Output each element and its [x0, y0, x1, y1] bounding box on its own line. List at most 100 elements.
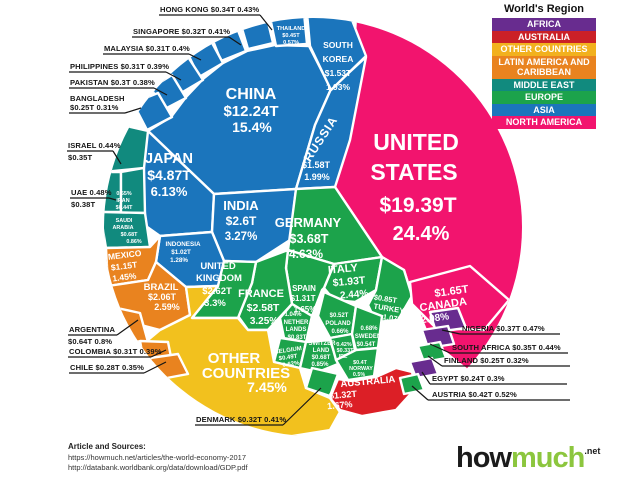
us-label: UNITED	[373, 129, 459, 155]
turkey-pct: 1.07%	[382, 312, 405, 324]
netherlands-label: LANDS	[286, 327, 307, 333]
callout-nigeria: NIGERIA $0.37T 0.47%	[462, 324, 545, 333]
callout-nigeria-leader	[441, 329, 461, 335]
india-value: $2.6T	[226, 214, 257, 228]
mexico-label: MEXICO	[107, 248, 142, 262]
spain-value: $1.31T	[291, 294, 316, 303]
mexico-value: $1.15T	[110, 259, 138, 272]
spain-pct: 1.65%	[294, 305, 317, 314]
callout-denmark: DENMARK $0.32T 0.41%	[196, 415, 286, 424]
netherlands-value: $0.83T	[288, 335, 307, 341]
indonesia-pct: 1.28%	[170, 257, 188, 264]
callout-bangladesh: BANGLADESH	[70, 94, 125, 103]
cell-hong-kong	[239, 18, 275, 51]
legend-title: World's Region	[503, 3, 585, 15]
us-label: STATES	[370, 159, 457, 185]
netherlands-label: NETHER	[284, 320, 309, 326]
norway-label: NORWAY	[349, 366, 373, 372]
belgium-label-group: BELGIUM $0.49T 0.62%	[274, 346, 302, 369]
iran-pct: 0.55%	[116, 191, 131, 197]
norway-pct: 0.5%	[353, 372, 365, 378]
region-legend: World's Region AFRICA AUSTRALIA OTHER CO…	[492, 3, 596, 129]
callout-egypt: EGYPT $0.24T 0.3%	[432, 374, 505, 383]
us-pct: 24.4%	[393, 223, 450, 245]
thailand-value: $0.45T	[282, 33, 300, 39]
howmuch-logo: howmuch.net	[456, 442, 600, 475]
callout-israel-leader	[112, 150, 122, 165]
logo-net-suffix: .net	[584, 446, 601, 456]
uk-value: $2.62T	[202, 286, 232, 297]
other-countries-label: OTHER	[208, 350, 261, 367]
saudi-value: $0.68T	[121, 232, 138, 238]
indonesia-value: $1.02T	[171, 249, 191, 256]
callout-uae-value: $0.38T	[71, 200, 96, 209]
cell-austria	[398, 372, 426, 396]
cell-nigeria	[428, 306, 468, 334]
article-sources: Article and Sources: https://howmuch.net…	[68, 442, 248, 473]
australia-value: $1.32T	[329, 389, 358, 401]
sweden-label: SWEDEN	[355, 334, 381, 340]
germany-value: $3.68T	[290, 232, 329, 246]
canada-pct: 2.08%	[420, 311, 450, 326]
callout-austria-leader	[411, 385, 429, 401]
cell-switzerland	[298, 338, 340, 374]
cell-denmark	[304, 366, 340, 398]
callout-singapore-leader	[228, 36, 242, 46]
callout-argentina: ARGENTINA	[69, 325, 115, 334]
source-link-1[interactable]: https://howmuch.net/articles/the-world-e…	[68, 453, 247, 462]
ireland-pct: 0.42%	[336, 342, 351, 348]
indonesia-label: INDONESIA	[166, 241, 201, 248]
saudi-pct: 0.86%	[126, 239, 141, 245]
legend-item-other-countries: OTHER COUNTRIES	[492, 43, 596, 56]
france-value: $2.58T	[247, 302, 280, 314]
india-label: INDIA	[223, 198, 259, 213]
callout-pakistan: PAKISTAN $0.3T 0.38%	[70, 78, 155, 87]
legend-item-asia: ASIA	[492, 103, 596, 116]
cell-norway	[334, 346, 380, 382]
japan-pct: 6.13%	[151, 184, 188, 199]
callout-hong-kong-leader	[259, 14, 273, 31]
callout-uae: UAE 0.48%	[71, 188, 112, 197]
sweden-value: $0.54T	[357, 342, 376, 348]
callout-argentina-value: $0.64T 0.8%	[68, 337, 112, 346]
saudi-label: ARABIA	[113, 225, 134, 231]
callout-uae-leader	[108, 197, 117, 201]
australia-label: AUSTRALIA	[340, 374, 396, 390]
poland-pct: 0.66%	[331, 329, 349, 335]
mexico-label-group: MEXICO $1.15T 1.45%	[107, 248, 142, 284]
south-korea-pct: 1.93%	[326, 82, 351, 92]
brazil-label: BRAZIL	[144, 282, 179, 293]
callout-chile: CHILE $0.28T 0.35%	[70, 363, 144, 372]
callout-malaysia-leader	[188, 53, 202, 61]
legend-item-latin-america: LATIN AMERICA AND CARIBBEAN	[492, 55, 596, 79]
callout-finland: FINLAND $0.25T 0.32%	[444, 356, 529, 365]
spain-label: SPAIN	[292, 284, 316, 293]
italy-label-group: ITALY $1.93T 2.44%	[327, 262, 369, 302]
callout-argentina-leader	[116, 319, 139, 336]
germany-pct: 4.63%	[289, 247, 323, 261]
callout-singapore: SINGAPORE $0.32T 0.41%	[133, 27, 230, 36]
callout-south-africa: SOUTH AFRICA $0.35T 0.44%	[452, 343, 561, 352]
switzerland-label: SWITZER-	[309, 341, 338, 347]
legend-item-australia: AUSTRALIA	[492, 30, 596, 43]
switzerland-label: LAND	[313, 348, 330, 354]
mexico-pct: 1.45%	[112, 271, 138, 284]
italy-pct: 2.44%	[340, 288, 369, 301]
source-link-2[interactable]: http://databank.worldbank.org/data/downl…	[68, 463, 248, 473]
france-label: FRANCE	[238, 288, 284, 300]
poland-value: $0.52T	[330, 313, 349, 319]
south-korea-value: $1.53T	[325, 68, 352, 78]
sources-title: Article and Sources:	[68, 442, 146, 451]
russia-value: $1.58T	[302, 160, 331, 170]
sweden-pct: 0.68%	[360, 326, 378, 332]
iran-label: IRAN	[116, 198, 129, 204]
italy-value: $1.93T	[332, 274, 366, 289]
uk-label: UNITED	[200, 261, 236, 272]
uk-label: KINGDOM	[196, 273, 242, 284]
canada-value: $1.65T	[434, 283, 470, 300]
callout-malaysia: MALAYSIA $0.31T 0.4%	[104, 44, 190, 53]
japan-value: $4.87T	[147, 167, 191, 183]
belgium-label: BELGIUM	[274, 346, 302, 356]
legend-item-north-america: NORTH AMERICA	[492, 116, 596, 129]
